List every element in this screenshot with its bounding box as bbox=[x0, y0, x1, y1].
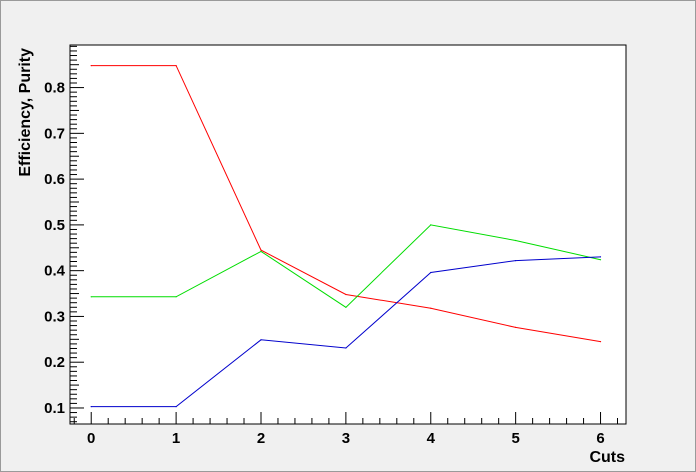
x-tick-label: 3 bbox=[342, 430, 350, 447]
data-point bbox=[515, 239, 517, 242]
x-axis-title: Cuts bbox=[589, 449, 625, 466]
series-layer bbox=[90, 65, 602, 408]
data-point bbox=[260, 250, 262, 252]
y-tick-label: 0.5 bbox=[44, 217, 65, 234]
y-tick-label: 0.7 bbox=[44, 125, 65, 142]
y-tick-label: 0.4 bbox=[44, 263, 66, 280]
x-tick-label: 2 bbox=[257, 430, 265, 447]
data-point bbox=[599, 256, 602, 258]
data-point bbox=[90, 296, 92, 298]
data-point bbox=[599, 341, 602, 343]
y-tick-label: 0.6 bbox=[44, 171, 65, 188]
data-point bbox=[175, 296, 177, 298]
x-tick-label: 0 bbox=[87, 430, 95, 447]
y-tick-label: 0.3 bbox=[44, 308, 65, 325]
data-point bbox=[430, 307, 432, 309]
data-point bbox=[515, 260, 517, 262]
data-point bbox=[260, 249, 262, 251]
data-point bbox=[175, 65, 177, 67]
data-point bbox=[260, 339, 262, 341]
x-tick-label: 5 bbox=[511, 430, 519, 447]
x-tick-label: 4 bbox=[427, 430, 436, 447]
x-tick-label: 1 bbox=[172, 430, 180, 447]
y-tick-label: 0.8 bbox=[44, 80, 65, 97]
y-axis-title: Efficiency, Purity bbox=[17, 48, 34, 177]
data-point bbox=[430, 224, 432, 226]
y-tick-label: 0.2 bbox=[44, 354, 65, 371]
data-point bbox=[90, 406, 92, 408]
y-axis: 0.1 0.2 0.3 0.4 0.5 0.6 0.7 0.8 bbox=[44, 45, 84, 423]
data-point bbox=[345, 347, 347, 349]
data-point bbox=[345, 293, 347, 296]
data-point bbox=[430, 271, 432, 274]
data-point bbox=[345, 306, 347, 308]
data-point bbox=[599, 259, 602, 261]
plot-area bbox=[69, 44, 627, 425]
x-tick-label: 6 bbox=[596, 430, 604, 447]
y-tick-label: 0.1 bbox=[44, 400, 65, 417]
data-point bbox=[90, 65, 92, 67]
data-point bbox=[515, 326, 517, 328]
x-axis: 0 1 2 3 4 5 6 bbox=[73, 412, 619, 447]
data-point bbox=[175, 406, 177, 408]
